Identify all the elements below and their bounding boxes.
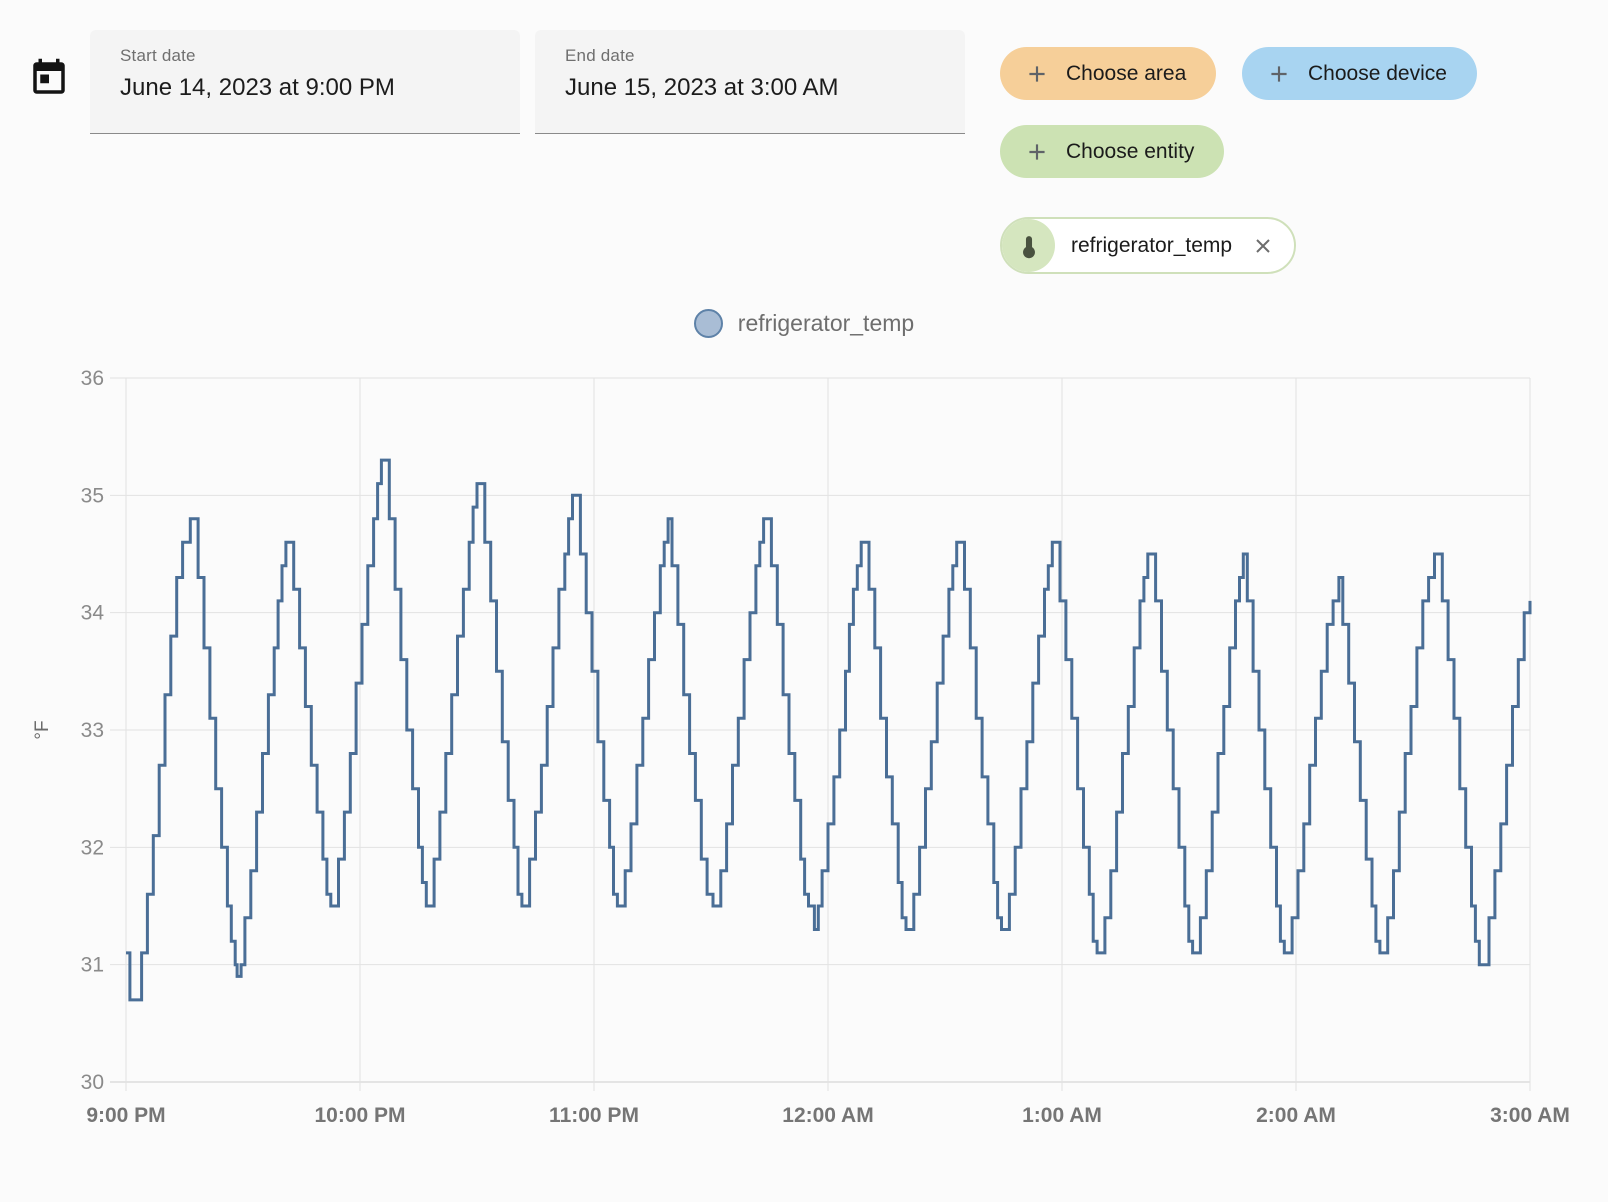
x-tick-label: 3:00 AM (1490, 1104, 1570, 1127)
y-tick-label: 36 (81, 367, 104, 390)
y-tick-label: 34 (81, 602, 105, 625)
x-tick-label: 1:00 AM (1022, 1104, 1102, 1127)
y-tick-label: 35 (81, 484, 104, 507)
x-tick-label: 9:00 PM (86, 1104, 165, 1127)
history-panel: Start date June 14, 2023 at 9:00 PM End … (0, 0, 1608, 1202)
temperature-history-chart: 30 31 32 33 34 35 36 9:00 PM 10:00 PM 11:00 PM 12:… (0, 0, 1608, 1202)
y-tick-label: 31 (81, 954, 104, 977)
x-tick-label: 10:00 PM (314, 1104, 405, 1127)
y-axis-unit-label: °F (32, 720, 53, 739)
chart-plot-area[interactable] (126, 378, 1530, 1082)
y-tick-label: 33 (81, 719, 104, 742)
x-tick-label: 2:00 AM (1256, 1104, 1336, 1127)
y-tick-label: 30 (81, 1071, 104, 1094)
x-tick-label: 11:00 PM (549, 1104, 639, 1127)
y-tick-label: 32 (81, 836, 104, 859)
x-tick-label: 12:00 AM (782, 1104, 873, 1127)
